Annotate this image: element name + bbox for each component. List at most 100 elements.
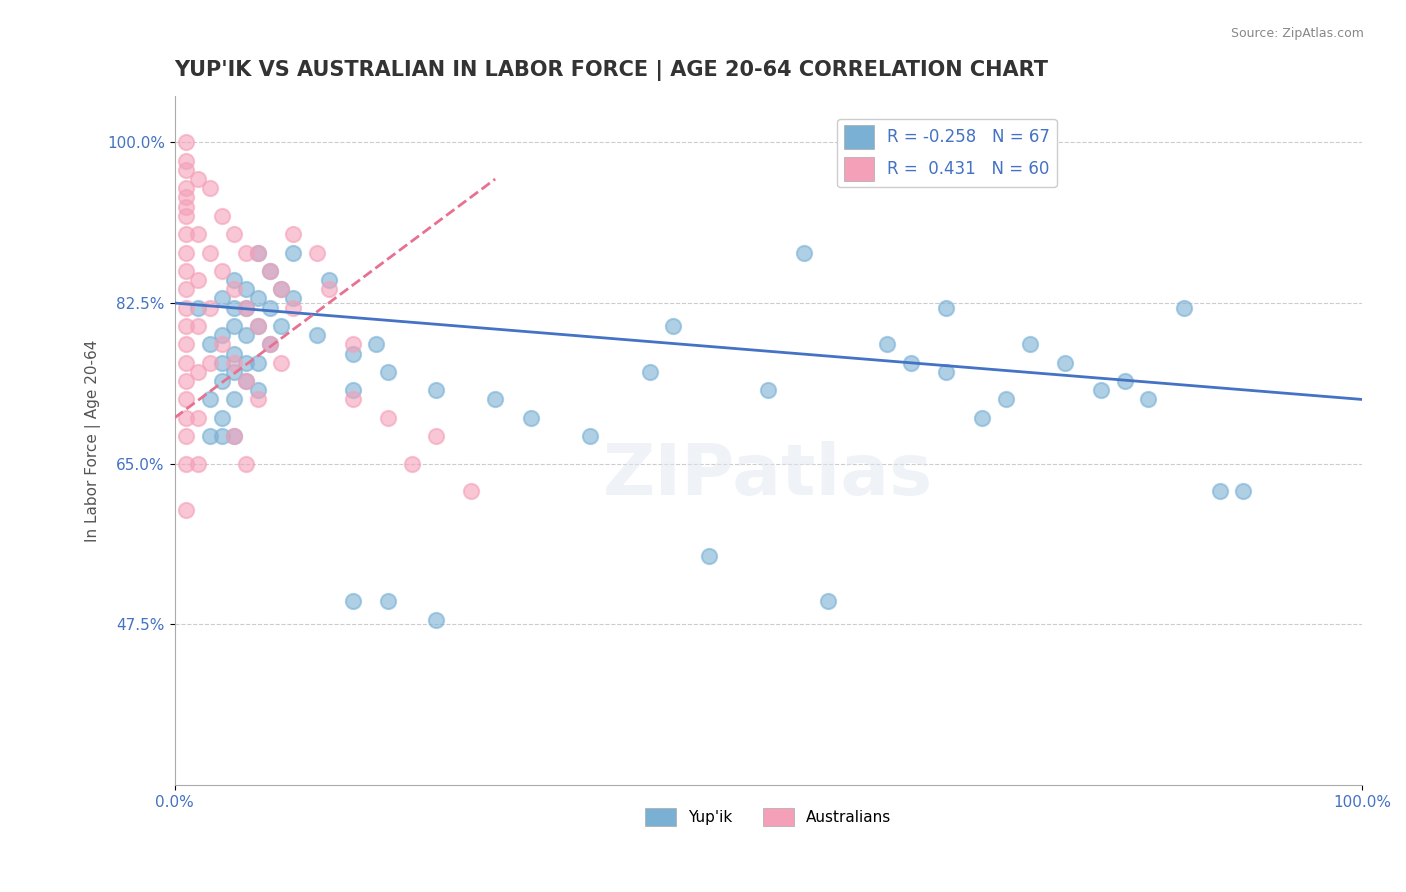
Point <box>235 374 257 388</box>
Point <box>793 245 815 260</box>
Point <box>235 301 257 315</box>
Point <box>211 264 233 278</box>
Point <box>176 301 198 315</box>
Legend: Yup'ik, Australians: Yup'ik, Australians <box>640 802 897 832</box>
Point <box>176 153 198 168</box>
Point <box>270 318 292 333</box>
Point <box>697 549 720 563</box>
Point <box>176 502 198 516</box>
Point <box>1232 484 1254 499</box>
Point <box>187 318 209 333</box>
Point <box>200 392 222 407</box>
Point <box>460 484 482 499</box>
Point <box>817 594 839 608</box>
Point <box>211 328 233 343</box>
Point <box>270 282 292 296</box>
Point <box>259 264 281 278</box>
Point <box>176 282 198 296</box>
Point <box>1137 392 1160 407</box>
Point <box>222 273 245 287</box>
Point <box>176 136 198 150</box>
Point <box>211 410 233 425</box>
Point <box>1173 301 1195 315</box>
Point <box>176 264 198 278</box>
Point <box>318 273 340 287</box>
Point <box>246 392 269 407</box>
Point <box>222 429 245 443</box>
Point <box>520 410 543 425</box>
Point <box>662 318 685 333</box>
Point <box>756 384 779 398</box>
Point <box>211 429 233 443</box>
Point <box>235 374 257 388</box>
Point <box>187 172 209 186</box>
Point <box>176 318 198 333</box>
Point <box>222 365 245 379</box>
Point <box>900 356 922 370</box>
Point <box>222 346 245 360</box>
Point <box>235 245 257 260</box>
Point <box>342 346 364 360</box>
Point <box>176 181 198 195</box>
Point <box>246 318 269 333</box>
Point <box>200 429 222 443</box>
Point <box>377 410 399 425</box>
Point <box>176 457 198 471</box>
Point <box>176 356 198 370</box>
Point <box>259 264 281 278</box>
Point <box>200 245 222 260</box>
Point <box>579 429 602 443</box>
Point <box>342 337 364 351</box>
Point <box>283 245 305 260</box>
Point <box>638 365 661 379</box>
Text: ZIPatlas: ZIPatlas <box>603 441 934 509</box>
Point <box>1090 384 1112 398</box>
Point <box>994 392 1017 407</box>
Point <box>377 594 399 608</box>
Point <box>235 328 257 343</box>
Point <box>246 384 269 398</box>
Point <box>222 356 245 370</box>
Point <box>259 337 281 351</box>
Point <box>187 273 209 287</box>
Point <box>176 200 198 214</box>
Point <box>307 245 329 260</box>
Point <box>484 392 506 407</box>
Text: Source: ZipAtlas.com: Source: ZipAtlas.com <box>1230 27 1364 40</box>
Point <box>222 318 245 333</box>
Point <box>246 245 269 260</box>
Point <box>235 282 257 296</box>
Point <box>200 356 222 370</box>
Point <box>200 181 222 195</box>
Point <box>970 410 993 425</box>
Point <box>235 301 257 315</box>
Point <box>235 356 257 370</box>
Point <box>366 337 388 351</box>
Point <box>176 374 198 388</box>
Point <box>222 227 245 242</box>
Y-axis label: In Labor Force | Age 20-64: In Labor Force | Age 20-64 <box>86 340 101 542</box>
Point <box>176 392 198 407</box>
Point <box>425 429 447 443</box>
Point <box>176 337 198 351</box>
Point <box>246 356 269 370</box>
Point <box>283 292 305 306</box>
Point <box>176 162 198 177</box>
Point <box>246 292 269 306</box>
Point <box>176 209 198 223</box>
Point <box>222 282 245 296</box>
Point <box>246 318 269 333</box>
Point <box>307 328 329 343</box>
Point <box>222 392 245 407</box>
Point <box>1018 337 1040 351</box>
Point <box>318 282 340 296</box>
Point <box>176 429 198 443</box>
Point <box>259 337 281 351</box>
Point <box>377 365 399 379</box>
Point <box>200 337 222 351</box>
Point <box>176 227 198 242</box>
Point <box>211 337 233 351</box>
Point <box>342 384 364 398</box>
Point <box>270 282 292 296</box>
Point <box>222 429 245 443</box>
